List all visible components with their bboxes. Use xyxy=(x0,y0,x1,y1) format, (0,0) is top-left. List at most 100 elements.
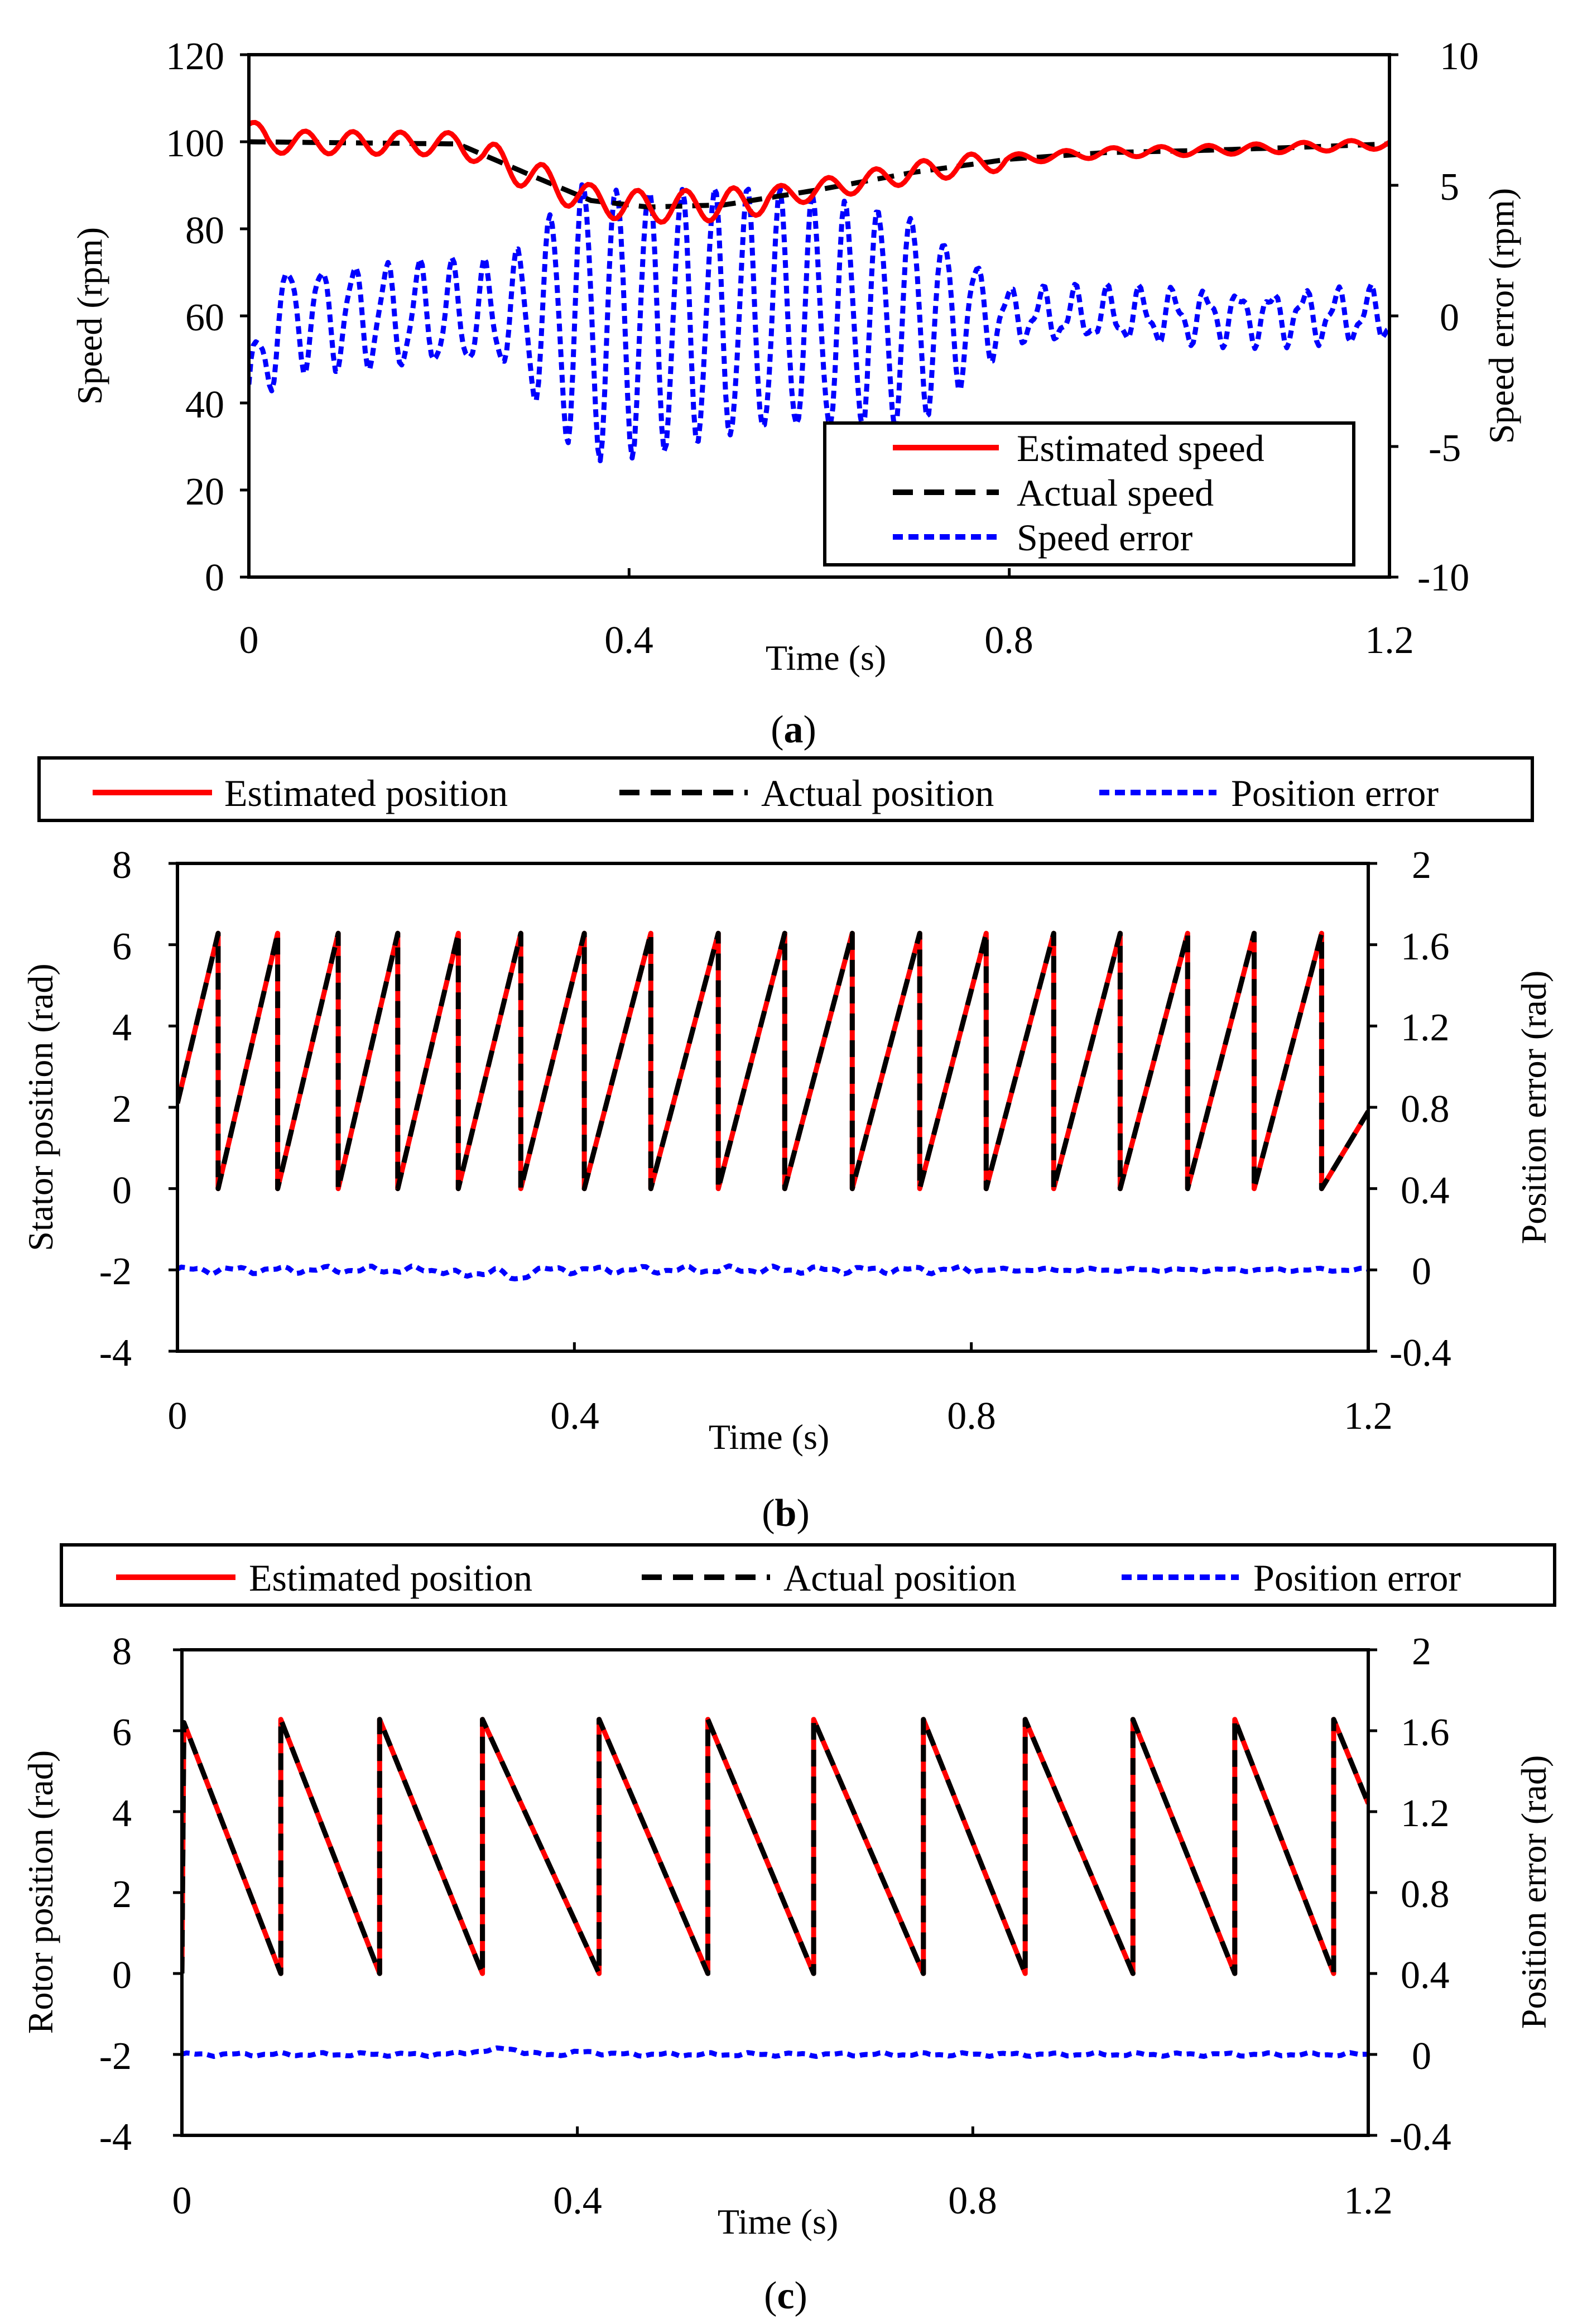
x-tick-label: 0.8 xyxy=(984,619,1033,662)
legend-box-b xyxy=(37,756,1534,822)
y-tick-label: 60 xyxy=(185,296,224,339)
x-tick-labels-b: 0 0.4 0.8 1.2 xyxy=(168,1395,1393,1438)
y-tick-label: 8 xyxy=(112,844,132,887)
plot-border-b xyxy=(176,862,1370,1353)
legend-a: Estimated speed Actual speed Speed error xyxy=(823,421,1355,566)
x-axis-label-b: Time (s) xyxy=(709,1417,829,1457)
legend-label-estimated-speed: Estimated speed xyxy=(1017,427,1264,469)
y-tick-labels-a: 120 100 80 60 40 20 0 xyxy=(166,35,224,599)
series-line-position-error xyxy=(182,2045,1368,2059)
x-tick-label: 0.4 xyxy=(553,2179,602,2222)
panel-c: Estimated position Actual position Posit… xyxy=(21,1543,1556,2317)
plot-area-b xyxy=(177,930,1368,1281)
caption-b: (b) xyxy=(762,1492,810,1535)
y-tick-label: 2 xyxy=(112,1088,132,1131)
x-tick-label: 0.4 xyxy=(604,619,653,662)
plot-area-a xyxy=(249,119,1389,463)
x-tick-label: 0.8 xyxy=(948,2179,997,2222)
y2-tick-label: -10 xyxy=(1417,556,1469,599)
y2-tick-label: 0.4 xyxy=(1401,1169,1450,1212)
legend-b: Estimated position Actual position Posit… xyxy=(37,756,1534,822)
legend-label-actual-position: Actual position xyxy=(783,1557,1016,1599)
y2-tick-label: -5 xyxy=(1429,427,1461,470)
plot-area-c xyxy=(182,1717,1368,2059)
y-tick-label: 0 xyxy=(205,556,224,599)
y-tick-label: 6 xyxy=(112,925,132,968)
y-tick-label: 0 xyxy=(112,1169,132,1212)
y2-tick-label: 1.2 xyxy=(1401,1006,1450,1049)
legend-label-speed-error: Speed error xyxy=(1017,516,1193,559)
y-tick-labels-b: 8 6 4 2 0 -2 -4 xyxy=(99,844,132,1375)
x-tick-labels-c: 0 0.4 0.8 1.2 xyxy=(172,2179,1393,2222)
y-tick-label: 4 xyxy=(112,1792,132,1835)
x-tick-label: 1.2 xyxy=(1365,619,1414,662)
y-tick-label: 40 xyxy=(185,383,224,426)
legend-label-actual-speed: Actual speed xyxy=(1017,472,1214,514)
legend-c: Estimated position Actual position Posit… xyxy=(60,1543,1556,1607)
y-tick-label: 2 xyxy=(112,1873,132,1916)
x-tick-label: 0.8 xyxy=(947,1395,996,1438)
y-tick-label: 8 xyxy=(112,1630,132,1673)
y2-tick-labels-c: 2 1.6 1.2 0.8 0.4 0 -0.4 xyxy=(1389,1630,1451,2159)
y2-tick-label: 1.6 xyxy=(1401,1711,1450,1754)
y-tick-label: 80 xyxy=(185,209,224,252)
y2-axis-label-a: Speed error (rpm) xyxy=(1482,188,1521,444)
x-tick-labels-a: 0 0.4 0.8 1.2 xyxy=(239,619,1414,662)
y-tick-labels-c: 8 6 4 2 0 -2 -4 xyxy=(99,1630,132,2159)
series-line-actual-position xyxy=(182,1717,1368,1976)
y2-tick-label: 0 xyxy=(1412,1250,1431,1293)
panel-b: Estimated position Actual position Posit… xyxy=(21,756,1554,1535)
legend-label-actual-position: Actual position xyxy=(761,772,994,814)
series-line-actual-position xyxy=(177,930,1368,1192)
legend-label-position-error: Position error xyxy=(1231,772,1439,814)
series-line-estimated-speed xyxy=(249,119,1389,225)
y-axis-label-b: Stator position (rad) xyxy=(21,963,60,1251)
x-tick-label: 0.4 xyxy=(550,1395,599,1438)
y2-tick-label: -0.4 xyxy=(1389,1332,1451,1375)
x-tick-label: 0 xyxy=(239,619,259,662)
y-tick-label: -2 xyxy=(99,1250,132,1293)
y-axis-label-c: Rotor position (rad) xyxy=(21,1750,60,2034)
y2-axis-label-b: Position error (rad) xyxy=(1514,971,1554,1245)
x-axis-label-a: Time (s) xyxy=(766,638,886,678)
y-tick-label: -4 xyxy=(99,1332,132,1375)
panel-a: 120 100 80 60 40 20 0 10 5 0 -5 -10 0 0.… xyxy=(70,35,1521,751)
y-tick-label: 4 xyxy=(112,1006,132,1049)
y2-tick-label: 0.8 xyxy=(1401,1873,1450,1916)
legend-label-position-error: Position error xyxy=(1253,1557,1461,1599)
legend-label-estimated-position: Estimated position xyxy=(249,1557,532,1599)
y-tick-label: -2 xyxy=(99,2035,132,2078)
legend-label-estimated-position: Estimated position xyxy=(224,772,508,814)
y2-tick-label: -0.4 xyxy=(1389,2116,1451,2159)
y-tick-label: -4 xyxy=(99,2116,132,2159)
y2-tick-label: 2 xyxy=(1412,1630,1431,1673)
y2-tick-label: 1.2 xyxy=(1401,1792,1450,1835)
y-axis-label-a: Speed (rpm) xyxy=(70,227,109,405)
y2-tick-label: 10 xyxy=(1440,35,1479,78)
caption-a: (a) xyxy=(771,708,816,751)
plot-border-c xyxy=(180,1648,1370,2137)
y-tick-label: 20 xyxy=(185,470,224,513)
x-tick-label: 0 xyxy=(168,1395,187,1438)
plot-frame-c xyxy=(180,1648,1370,2137)
series-line-speed-error xyxy=(249,182,1389,463)
y2-tick-label: 5 xyxy=(1440,166,1459,209)
caption-c: (c) xyxy=(764,2274,807,2317)
y2-tick-label: 2 xyxy=(1412,844,1431,887)
y-tick-label: 100 xyxy=(166,122,224,165)
tick-marks-c xyxy=(173,1648,1377,2137)
x-tick-label: 1.2 xyxy=(1344,2179,1393,2222)
y-tick-label: 6 xyxy=(112,1711,132,1754)
y2-tick-label: 0.4 xyxy=(1401,1954,1450,1997)
series-line-position-error xyxy=(177,1263,1368,1281)
plot-border-a xyxy=(247,53,1391,579)
legend-box-c xyxy=(60,1543,1556,1607)
x-tick-label: 0 xyxy=(172,2179,192,2222)
y2-tick-label: 0 xyxy=(1412,2035,1431,2078)
x-axis-label-c: Time (s) xyxy=(718,2202,838,2241)
y2-tick-label: 0 xyxy=(1440,296,1459,339)
y-tick-label: 0 xyxy=(112,1954,132,1997)
y2-axis-label-c: Position error (rad) xyxy=(1514,1755,1554,2029)
series-line-estimated-position xyxy=(182,1717,1368,1976)
